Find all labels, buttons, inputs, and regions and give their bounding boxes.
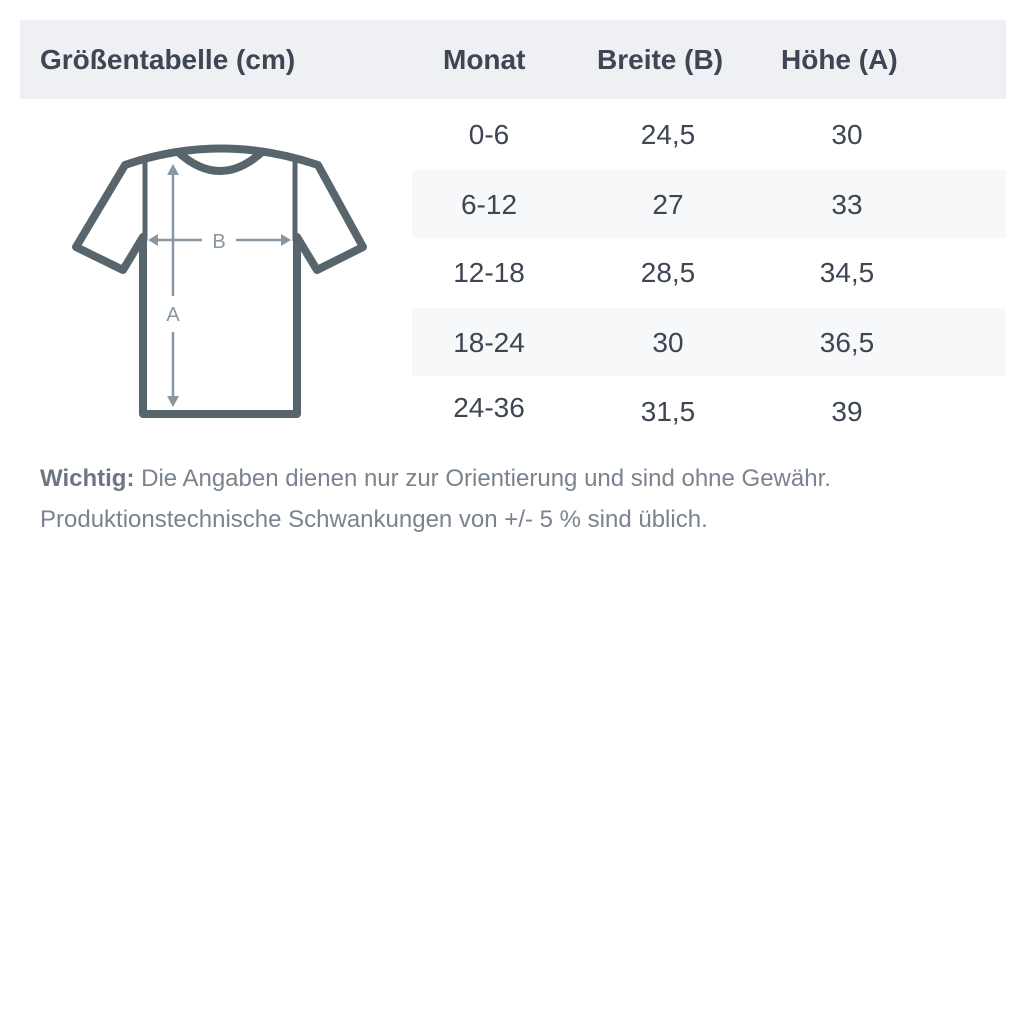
- cell-height: 39: [831, 396, 863, 427]
- disclaimer-note: Wichtig: Die Angaben dienen nur zur Orie…: [40, 458, 831, 540]
- cell-month: 24-36: [453, 392, 525, 423]
- table-row: 0-6 24,5 30: [412, 100, 1006, 168]
- table-row: 18-24 30 36,5: [412, 308, 1006, 376]
- tshirt-collar: [174, 148, 266, 175]
- note-line2: Produktionstechnische Schwankungen von +…: [40, 506, 708, 533]
- cell-width: 28,5: [640, 257, 696, 288]
- column-header-height: Höhe (A): [781, 44, 898, 75]
- cell-height: 33: [831, 189, 863, 220]
- note-line1: Die Angaben dienen nur zur Orientierung …: [134, 465, 831, 492]
- cell-height: 30: [831, 119, 863, 150]
- table-title: Größentabelle (cm): [40, 44, 296, 75]
- label-a: A: [166, 304, 180, 326]
- tshirt-diagram: B A: [72, 144, 367, 418]
- cell-month: 12-18: [453, 257, 525, 288]
- tshirt-outline: [72, 144, 367, 418]
- column-header-month: Monat: [443, 44, 526, 75]
- label-b: B: [212, 231, 225, 253]
- note-label: Wichtig:: [40, 465, 135, 492]
- table-row: 12-18 28,5 34,5: [412, 238, 1006, 306]
- column-header-width: Breite (B): [597, 44, 724, 75]
- table-row: 24-36 31,5 39: [412, 377, 1006, 445]
- table-header: Größentabelle (cm) Monat Breite (B) Höhe…: [20, 20, 1006, 99]
- cell-month: 18-24: [453, 327, 525, 358]
- cell-width: 30: [652, 327, 684, 358]
- cell-month: 6-12: [460, 189, 518, 220]
- cell-width: 31,5: [640, 396, 696, 427]
- cell-width: 27: [652, 189, 684, 220]
- table-row: 6-12 27 33: [412, 170, 1006, 238]
- cell-width: 24,5: [640, 119, 696, 150]
- cell-height: 36,5: [819, 327, 875, 358]
- cell-height: 34,5: [819, 257, 875, 288]
- cell-month: 0-6: [468, 119, 510, 150]
